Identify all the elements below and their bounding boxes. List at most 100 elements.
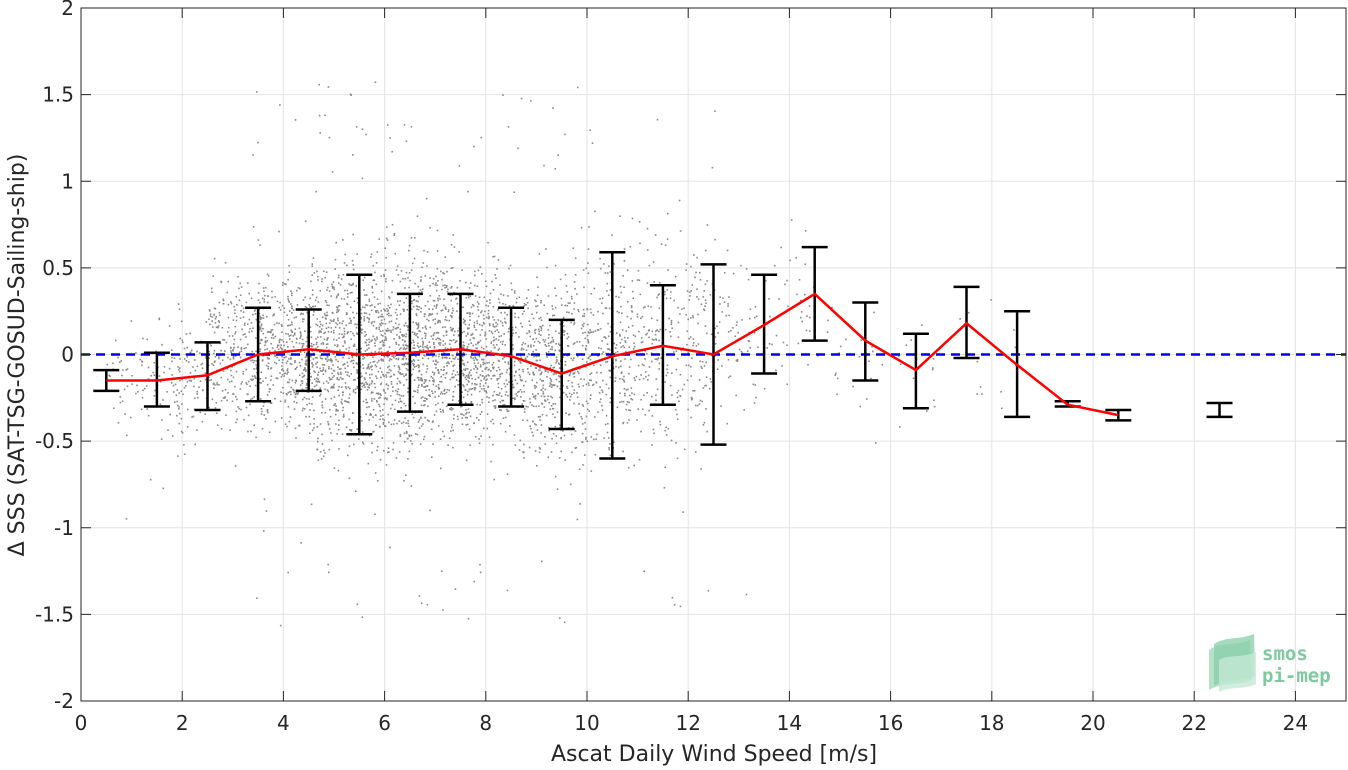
scatter-point xyxy=(329,378,332,380)
scatter-point xyxy=(360,382,363,385)
scatter-point xyxy=(342,320,344,322)
scatter-point xyxy=(468,377,470,379)
scatter-point xyxy=(272,333,274,336)
scatter-point xyxy=(473,326,476,329)
scatter-point xyxy=(317,301,320,303)
scatter-point xyxy=(305,387,307,389)
scatter-point xyxy=(607,437,610,439)
scatter-point xyxy=(786,279,788,282)
scatter-point xyxy=(377,445,379,448)
scatter-point xyxy=(180,430,183,433)
scatter-point xyxy=(554,349,557,352)
scatter-point xyxy=(287,391,290,394)
scatter-point xyxy=(336,309,338,311)
scatter-point xyxy=(319,290,322,292)
scatter-point xyxy=(648,409,650,412)
scatter-point xyxy=(932,367,934,369)
scatter-point xyxy=(444,388,446,391)
scatter-point xyxy=(694,276,696,279)
scatter-point xyxy=(477,309,480,311)
scatter-point xyxy=(383,390,385,392)
scatter-point xyxy=(347,401,350,404)
scatter-point xyxy=(378,351,380,353)
scatter-point xyxy=(359,376,362,379)
scatter-point xyxy=(523,305,526,307)
scatter-point xyxy=(648,330,650,332)
scatter-point xyxy=(338,448,340,450)
scatter-point xyxy=(632,334,635,336)
scatter-point xyxy=(334,403,336,405)
scatter-point xyxy=(211,316,214,318)
scatter-point xyxy=(398,348,401,351)
scatter-point xyxy=(416,333,418,335)
scatter-point xyxy=(567,380,570,382)
scatter-point xyxy=(754,306,757,308)
scatter-point xyxy=(638,378,641,381)
scatter-point xyxy=(243,419,245,421)
scatter-point xyxy=(363,276,366,279)
scatter-point xyxy=(609,401,611,404)
scatter-point xyxy=(530,427,532,430)
scatter-point xyxy=(578,412,581,415)
scatter-point xyxy=(540,329,542,332)
scatter-point xyxy=(646,249,649,251)
scatter-point xyxy=(439,344,441,346)
scatter-point xyxy=(315,338,317,340)
scatter-point xyxy=(208,406,210,409)
scatter-point xyxy=(222,397,225,399)
scatter-point xyxy=(401,334,403,336)
scatter-point xyxy=(537,416,540,418)
scatter-point xyxy=(400,347,402,349)
scatter-point xyxy=(343,340,346,342)
scatter-point xyxy=(735,394,737,397)
scatter-point xyxy=(381,437,384,439)
scatter-point xyxy=(754,384,757,386)
scatter-point xyxy=(599,364,602,366)
scatter-point xyxy=(644,306,646,308)
scatter-point xyxy=(500,335,502,337)
scatter-point xyxy=(611,234,613,236)
scatter-point xyxy=(382,414,384,417)
scatter-point xyxy=(234,331,237,333)
scatter-point xyxy=(340,297,343,300)
scatter-point xyxy=(470,401,473,403)
scatter-point xyxy=(436,361,439,364)
scatter-point xyxy=(420,416,422,419)
scatter-point xyxy=(481,370,484,372)
scatter-point xyxy=(306,336,308,339)
scatter-point xyxy=(322,341,324,344)
scatter-point xyxy=(338,333,341,335)
scatter-point xyxy=(230,301,232,303)
scatter-point xyxy=(242,316,245,318)
scatter-point xyxy=(521,379,524,382)
scatter-point xyxy=(323,270,325,273)
scatter-point xyxy=(281,331,283,333)
scatter-point xyxy=(333,383,335,386)
scatter-point xyxy=(580,226,583,229)
scatter-point xyxy=(270,342,272,345)
scatter-point xyxy=(467,617,470,620)
scatter-point xyxy=(804,230,807,232)
scatter-point xyxy=(389,407,392,410)
scatter-point xyxy=(706,280,708,282)
scatter-point xyxy=(438,388,440,390)
scatter-point xyxy=(280,417,283,419)
scatter-point xyxy=(719,296,721,298)
scatter-point xyxy=(469,315,471,318)
scatter-point xyxy=(502,417,505,419)
scatter-point xyxy=(418,349,421,351)
scatter-point xyxy=(334,258,337,261)
scatter-point xyxy=(248,331,251,333)
scatter-point xyxy=(303,408,306,410)
scatter-point xyxy=(394,350,397,353)
scatter-point xyxy=(326,360,329,363)
scatter-point xyxy=(214,317,217,320)
scatter-point xyxy=(587,382,590,384)
scatter-point xyxy=(212,275,214,277)
scatter-point xyxy=(368,298,371,301)
scatter-point xyxy=(589,355,592,357)
scatter-point xyxy=(564,304,566,307)
scatter-point xyxy=(398,368,401,371)
scatter-point xyxy=(574,430,577,432)
scatter-point xyxy=(452,339,455,341)
